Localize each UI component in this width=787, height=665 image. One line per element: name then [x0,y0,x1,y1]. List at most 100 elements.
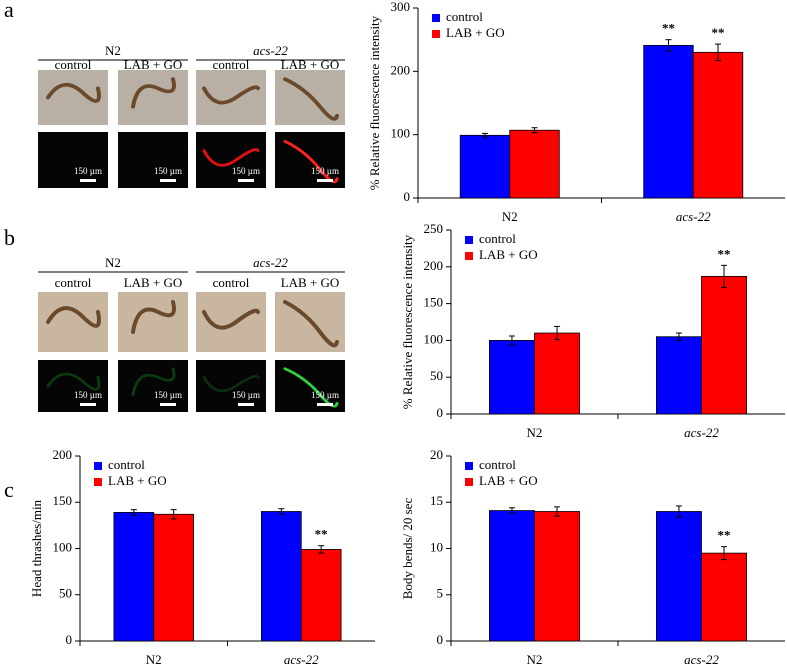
legend-label: control [479,231,516,246]
bar [509,129,560,199]
y-tick-label: 100 [53,539,73,554]
bar [534,511,580,642]
condition-label: control [213,57,250,72]
y-tick-label: 300 [391,0,411,14]
panel-label: b [4,225,15,250]
x-tick-label: acs-22 [284,652,319,665]
legend-swatch [465,252,473,260]
error-bar [721,546,728,561]
scale-label: 150 µm [74,166,102,176]
bar [643,44,694,199]
error-bar [554,506,561,517]
y-tick-label: 100 [391,126,411,141]
y-tick-label: 200 [391,62,411,77]
condition-label: control [55,57,92,72]
brightfield-image [196,70,266,125]
worm [131,300,176,334]
y-axis-label: % Relative fluorescence intensity [367,15,382,190]
error-bar [675,332,682,341]
error-bar [675,505,682,518]
legend-swatch [432,30,440,38]
x-tick-label: N2 [527,425,543,440]
legend-label: control [446,9,483,24]
legend-swatch [94,478,102,486]
legend-label: LAB + GO [108,473,167,488]
y-tick-label: 250 [424,221,444,236]
scale-bar [317,179,333,182]
legend-swatch [465,478,473,486]
fluorescence-image [118,360,188,412]
error-bar [170,509,177,520]
scale-bar [160,403,176,406]
worm [46,306,101,328]
fluorescence-image [118,132,188,188]
condition-label: LAB + GO [124,275,183,290]
scale-bar [317,403,333,406]
scale-bar [238,403,254,406]
scale-bar [160,179,176,182]
worm [131,77,176,109]
condition-label: LAB + GO [281,275,340,290]
panel-label: c [4,477,14,502]
bar [113,512,155,642]
bar [489,339,535,415]
y-tick-label: 150 [424,295,444,310]
x-tick-label: N2 [146,652,162,665]
significance-label: ** [315,527,328,542]
worm [283,77,339,121]
y-tick-label: 200 [53,447,73,462]
worm-glow [131,367,176,396]
y-tick-label: 100 [424,331,444,346]
group-label: acs-22 [253,43,288,58]
scale-bar [80,403,96,406]
scale-label: 150 µm [232,166,260,176]
worm [202,85,260,105]
error-bar [508,507,515,514]
y-tick-label: 50 [430,368,443,383]
bar [489,510,535,642]
condition-label: LAB + GO [124,57,183,72]
bar [656,511,702,642]
bar [300,549,342,642]
legend-label: LAB + GO [479,473,538,488]
fluorescence-image [38,132,108,188]
significance-label: ** [718,246,731,261]
y-axis-label: % Relative fluorescence intensity [400,234,415,409]
scale-label: 150 µm [311,166,339,176]
worm [283,300,339,348]
bar [656,336,702,415]
panel-label: a [4,0,14,22]
brightfield-image [118,70,188,125]
y-tick-label: 10 [430,539,443,554]
legend-label: control [479,457,516,472]
condition-label: control [55,275,92,290]
fluorescence-image [196,132,266,188]
significance-label: ** [712,25,725,40]
y-tick-label: 0 [437,632,444,647]
scale-label: 150 µm [74,390,102,400]
bar [692,51,744,199]
worm-glow [283,367,339,408]
y-tick-label: 0 [404,189,411,204]
error-bar [481,132,488,138]
brightfield-image [118,292,188,352]
worm [46,83,101,103]
y-tick-label: 0 [437,405,444,420]
bar [153,513,194,642]
bar [459,134,511,199]
scale-bar [238,179,254,182]
worm-glow [202,148,260,167]
legend-label: LAB + GO [446,25,505,40]
x-tick-label: N2 [527,652,543,665]
condition-label: control [213,275,250,290]
error-bar [278,508,285,515]
bar [261,511,302,642]
y-tick-label: 0 [66,632,73,647]
group-label: acs-22 [253,255,288,270]
x-tick-label: acs-22 [684,425,719,440]
legend-swatch [94,462,102,470]
error-bar [715,43,722,62]
y-axis-label: Body bends/ 20 sec [400,498,415,600]
y-tick-label: 15 [430,493,443,508]
